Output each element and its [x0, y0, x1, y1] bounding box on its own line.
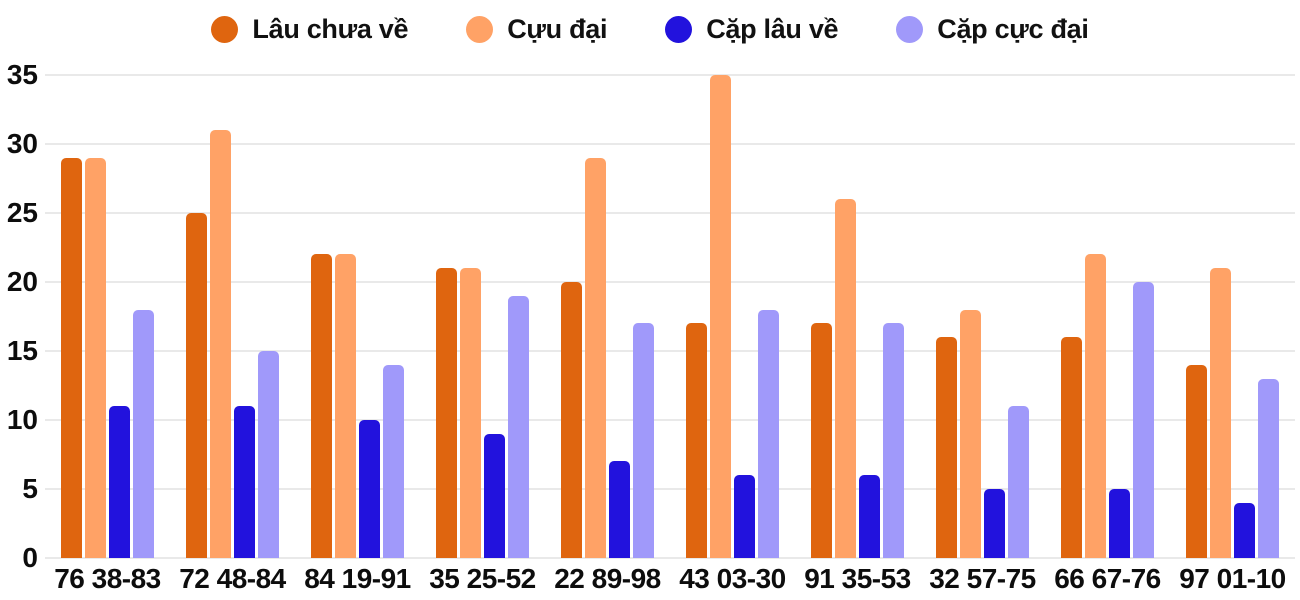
bar-cặp-cực-đại[interactable] — [258, 351, 279, 558]
x-axis-category-label-3: 84 19-91 — [304, 563, 411, 594]
x-axis-category-label-8: 32 57-75 — [929, 563, 1036, 594]
x-axis-category-label-7: 91 35-53 — [804, 563, 911, 594]
legend-item-series-2[interactable]: Cựu đại — [466, 13, 608, 45]
legend-item-series-4[interactable]: Cặp cực đại — [896, 13, 1089, 45]
y-axis-tick-label: 0 — [22, 542, 38, 573]
x-axis-category-label-2: 72 48-84 — [179, 563, 286, 594]
y-axis-tick-label: 20 — [6, 266, 38, 298]
x-axis: 76 38-83 72 48-84 84 19-91 35 25-52 22 89-98… — [45, 562, 1295, 598]
bar-lâu-chưa-về[interactable] — [561, 282, 582, 558]
y-axis-tick-label: 5 — [22, 473, 38, 505]
bar-group-7 — [795, 75, 920, 558]
bar-cặp-lâu-về[interactable] — [984, 489, 1005, 558]
bar-cặp-lâu-về[interactable] — [359, 420, 380, 558]
bar-cựu-đại[interactable] — [460, 268, 481, 558]
x-axis-category-label-5: 22 89-98 — [554, 563, 661, 594]
bar-group-10 — [1170, 75, 1295, 558]
bar-cựu-đại[interactable] — [835, 199, 856, 558]
bar-cặp-cực-đại[interactable] — [1133, 282, 1154, 558]
gridline-15 — [45, 350, 1295, 352]
bar-lâu-chưa-về[interactable] — [436, 268, 457, 558]
legend-series-label: Lâu chưa về — [252, 13, 409, 44]
bar-cặp-cực-đại[interactable] — [1008, 406, 1029, 558]
bar-lâu-chưa-về[interactable] — [61, 157, 82, 558]
bar-cựu-đại[interactable] — [1085, 254, 1106, 558]
bar-group-4 — [420, 75, 545, 558]
gridline-0 — [45, 557, 1295, 559]
legend-series-label: Cựu đại — [507, 13, 608, 44]
gridline-30 — [45, 143, 1295, 145]
gridline-10 — [45, 419, 1295, 422]
chart-legend: Lâu chưa về Cựu đại Cặp lâu về Cặp cực đại — [0, 8, 1300, 50]
bar-cặp-lâu-về[interactable] — [234, 406, 255, 558]
bar-cặp-lâu-về[interactable] — [609, 461, 630, 558]
gridline-20 — [45, 281, 1295, 284]
x-axis-category-label-1: 76 38-83 — [54, 563, 161, 594]
bar-lâu-chưa-về[interactable] — [186, 213, 207, 558]
gridline-5 — [45, 488, 1295, 491]
bar-cựu-đại[interactable] — [1210, 268, 1231, 558]
y-axis-tick-label: 15 — [6, 335, 38, 366]
legend-item-series-3[interactable]: Cặp lâu về — [665, 13, 839, 45]
bar-cặp-lâu-về[interactable] — [734, 475, 755, 558]
bar-cặp-lâu-về[interactable] — [859, 475, 880, 558]
bar-cựu-đại[interactable] — [585, 157, 606, 558]
bar-cặp-cực-đại[interactable] — [883, 323, 904, 558]
x-axis-category-label-4: 35 25-52 — [429, 563, 536, 594]
bar-cựu-đại[interactable] — [960, 309, 981, 558]
bar-cựu-đại[interactable] — [710, 75, 731, 558]
x-axis-category-label-10: 97 01-10 — [1179, 563, 1286, 594]
bar-lâu-chưa-về[interactable] — [311, 254, 332, 558]
x-axis-category-label-9: 66 67-76 — [1054, 563, 1161, 594]
y-axis-tick-label: 35 — [6, 59, 38, 90]
y-axis-tick-label: 25 — [6, 197, 38, 228]
legend-item-series-1[interactable]: Lâu chưa về — [211, 13, 409, 45]
bar-group-9 — [1045, 75, 1170, 558]
bar-cặp-cực-đại[interactable] — [383, 364, 404, 558]
bar-lâu-chưa-về[interactable] — [811, 323, 832, 558]
bar-cựu-đại[interactable] — [335, 254, 356, 558]
bar-group-3 — [295, 75, 420, 558]
bar-group-6 — [670, 75, 795, 558]
bar-lâu-chưa-về[interactable] — [1186, 364, 1207, 558]
y-axis-tick-label: 10 — [6, 404, 38, 436]
bar-cặp-cực-đại[interactable] — [508, 295, 529, 558]
bar-group-2 — [170, 75, 295, 558]
bar-cặp-cực-đại[interactable] — [633, 323, 654, 558]
legend-color-dot-icon — [896, 15, 924, 43]
plot-area — [45, 74, 1295, 559]
bar-cặp-lâu-về[interactable] — [484, 433, 505, 558]
bar-group-1 — [45, 75, 170, 558]
legend-color-dot-icon — [211, 15, 239, 43]
bar-cựu-đại[interactable] — [210, 130, 231, 558]
y-axis-tick-label: 30 — [6, 128, 38, 159]
y-axis: 0 5 10 15 20 25 30 35 — [0, 61, 40, 572]
legend-series-label: Cặp cực đại — [937, 13, 1089, 44]
gridline-25 — [45, 212, 1295, 214]
bar-cặp-lâu-về[interactable] — [1234, 502, 1255, 558]
bar-group-8 — [920, 75, 1045, 558]
legend-color-dot-icon — [466, 15, 494, 43]
plot-wrap: 0 5 10 15 20 25 30 35 — [0, 61, 1300, 572]
bar-cựu-đại[interactable] — [85, 157, 106, 558]
bar-lâu-chưa-về[interactable] — [1061, 337, 1082, 558]
bar-group-5 — [545, 75, 670, 558]
bar-cặp-lâu-về[interactable] — [109, 406, 130, 558]
legend-series-label: Cặp lâu về — [706, 13, 839, 44]
bar-cặp-lâu-về[interactable] — [1109, 489, 1130, 558]
bar-cặp-cực-đại[interactable] — [758, 309, 779, 558]
gridline-35 — [45, 74, 1295, 76]
bar-cặp-cực-đại[interactable] — [133, 309, 154, 558]
bar-lâu-chưa-về[interactable] — [936, 337, 957, 558]
legend-color-dot-icon — [665, 15, 693, 43]
bar-cặp-cực-đại[interactable] — [1258, 378, 1279, 558]
bar-lâu-chưa-về[interactable] — [686, 323, 707, 558]
x-axis-category-label-6: 43 03-30 — [679, 563, 786, 594]
